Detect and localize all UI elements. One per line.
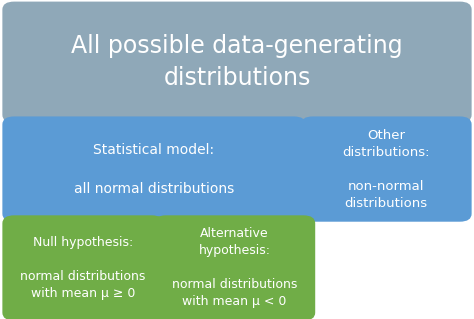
Text: Other
distributions:

non-normal
distributions: Other distributions: non-normal distribu… (343, 129, 430, 210)
FancyBboxPatch shape (154, 215, 315, 319)
FancyBboxPatch shape (2, 215, 164, 319)
Text: Null hypothesis:

normal distributions
with mean μ ≥ 0: Null hypothesis: normal distributions wi… (20, 236, 146, 300)
Text: All possible data-generating
distributions: All possible data-generating distributio… (71, 34, 403, 90)
Text: Alternative
hypothesis:

normal distributions
with mean μ < 0: Alternative hypothesis: normal distribut… (172, 227, 297, 308)
FancyBboxPatch shape (301, 116, 472, 222)
Text: Statistical model:

all normal distributions: Statistical model: all normal distributi… (74, 143, 234, 196)
FancyBboxPatch shape (2, 2, 472, 123)
FancyBboxPatch shape (2, 116, 306, 222)
